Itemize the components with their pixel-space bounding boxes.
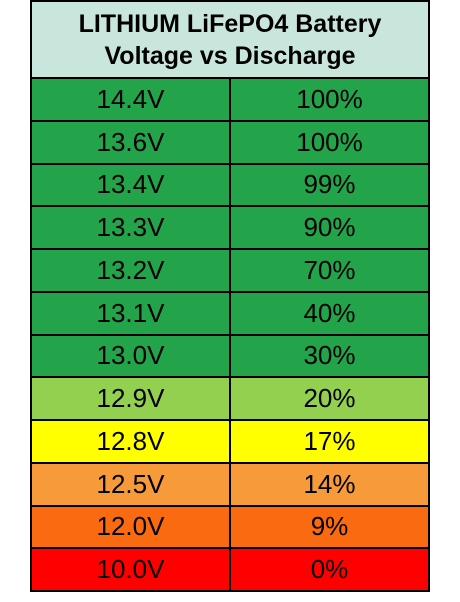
percent-cell: 30% [303, 340, 356, 371]
table-row: 12.5V 14% [32, 463, 428, 507]
voltage-cell: 12.5V [32, 463, 231, 505]
table-row: 13.6V 100% [32, 121, 428, 165]
percent-cell: 40% [303, 297, 356, 328]
voltage-cell: 13.2V [32, 250, 231, 291]
percent-cell: 70% [303, 254, 356, 285]
header-title-line2: Voltage vs Discharge [104, 41, 356, 70]
voltage-cell: 13.4V [32, 164, 231, 206]
battery-discharge-table: LITHIUM LiFePO4 Battery Voltage vs Disch… [30, 0, 430, 592]
voltage-cell: 12.8V [32, 421, 231, 462]
table-header: LITHIUM LiFePO4 Battery Voltage vs Disch… [32, 2, 428, 79]
voltage-cell: 13.1V [32, 292, 231, 334]
table-row: 13.1V 40% [32, 292, 428, 336]
percent-cell: 99% [303, 169, 356, 200]
voltage-cell: 12.0V [32, 506, 231, 548]
percent-cell: 90% [303, 212, 356, 243]
percent-cell: 100% [296, 83, 363, 114]
voltage-cell: 14.4V [32, 79, 231, 120]
percent-cell: 100% [296, 126, 363, 157]
voltage-cell: 13.6V [32, 121, 231, 163]
table-row: 14.4V 100% [32, 79, 428, 122]
voltage-cell: 13.0V [32, 335, 231, 377]
percent-cell: 0% [310, 554, 349, 585]
table-row: 12.8V 17% [32, 421, 428, 464]
table-row: 13.3V 90% [32, 207, 428, 250]
voltage-cell: 12.9V [32, 378, 231, 419]
percent-cell: 9% [310, 511, 349, 542]
table-row: 10.0V 0% [32, 549, 428, 590]
table-row: 12.0V 9% [32, 506, 428, 550]
percent-cell: 17% [303, 425, 356, 456]
voltage-cell: 10.0V [32, 549, 231, 590]
percent-cell: 14% [303, 468, 356, 499]
table-row: 12.9V 20% [32, 378, 428, 421]
table-row: 13.4V 99% [32, 164, 428, 208]
voltage-cell: 13.3V [32, 207, 231, 248]
header-title-line1: LITHIUM LiFePO4 Battery [78, 9, 382, 38]
table-body: 14.4V 100% 13.6V 100% 13.4V 99% 13.3V 90… [32, 79, 428, 590]
table-row: 13.0V 30% [32, 335, 428, 379]
table-row: 13.2V 70% [32, 250, 428, 293]
percent-cell: 20% [303, 383, 356, 414]
